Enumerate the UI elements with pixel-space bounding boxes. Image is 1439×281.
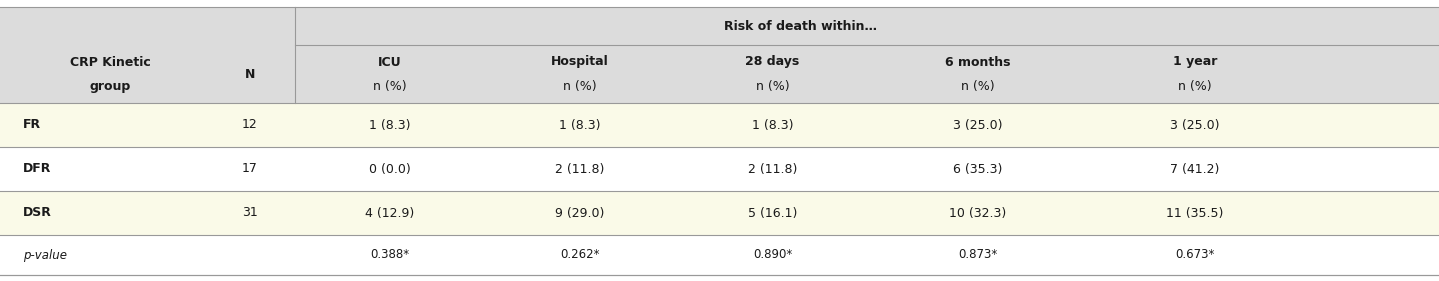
Text: 17: 17: [242, 162, 258, 176]
Text: 1 (8.3): 1 (8.3): [751, 119, 793, 132]
Text: 0.890*: 0.890*: [753, 248, 791, 262]
Text: 1 (8.3): 1 (8.3): [370, 119, 410, 132]
Bar: [0, 7, 1439, 103]
Text: 2 (11.8): 2 (11.8): [748, 162, 797, 176]
Text: 28 days: 28 days: [745, 56, 800, 69]
Text: 11 (35.5): 11 (35.5): [1167, 207, 1223, 219]
Text: n (%): n (%): [373, 80, 407, 92]
Text: 9 (29.0): 9 (29.0): [555, 207, 604, 219]
Bar: [0, 235, 1439, 275]
Text: 0.873*: 0.873*: [958, 248, 997, 262]
Text: Risk of death within…: Risk of death within…: [724, 19, 876, 33]
Text: DSR: DSR: [23, 207, 52, 219]
Text: 0 (0.0): 0 (0.0): [370, 162, 412, 176]
Text: DFR: DFR: [23, 162, 52, 176]
Bar: [0, 147, 1439, 191]
Text: 0.673*: 0.673*: [1176, 248, 1215, 262]
Text: group: group: [89, 80, 131, 92]
Text: 2 (11.8): 2 (11.8): [555, 162, 604, 176]
Text: CRP Kinetic: CRP Kinetic: [69, 56, 150, 69]
Text: N: N: [245, 67, 255, 80]
Bar: [0, 103, 1439, 147]
Text: 3 (25.0): 3 (25.0): [953, 119, 1002, 132]
Text: 12: 12: [242, 119, 258, 132]
Text: 10 (32.3): 10 (32.3): [948, 207, 1006, 219]
Text: FR: FR: [23, 119, 42, 132]
Text: n (%): n (%): [1179, 80, 1212, 92]
Text: 31: 31: [242, 207, 258, 219]
Text: n (%): n (%): [961, 80, 994, 92]
Text: 1 year: 1 year: [1173, 56, 1217, 69]
Text: p-value: p-value: [23, 248, 68, 262]
Text: 0.262*: 0.262*: [560, 248, 600, 262]
Bar: [0, 191, 1439, 235]
Text: Hospital: Hospital: [551, 56, 609, 69]
Text: 5 (16.1): 5 (16.1): [748, 207, 797, 219]
Text: 4 (12.9): 4 (12.9): [366, 207, 414, 219]
Text: ICU: ICU: [378, 56, 401, 69]
Text: n (%): n (%): [755, 80, 790, 92]
Text: 3 (25.0): 3 (25.0): [1170, 119, 1220, 132]
Text: 6 months: 6 months: [945, 56, 1010, 69]
Text: 6 (35.3): 6 (35.3): [953, 162, 1002, 176]
Text: 1 (8.3): 1 (8.3): [560, 119, 600, 132]
Text: 0.388*: 0.388*: [370, 248, 410, 262]
Text: 7 (41.2): 7 (41.2): [1170, 162, 1220, 176]
Text: n (%): n (%): [563, 80, 597, 92]
